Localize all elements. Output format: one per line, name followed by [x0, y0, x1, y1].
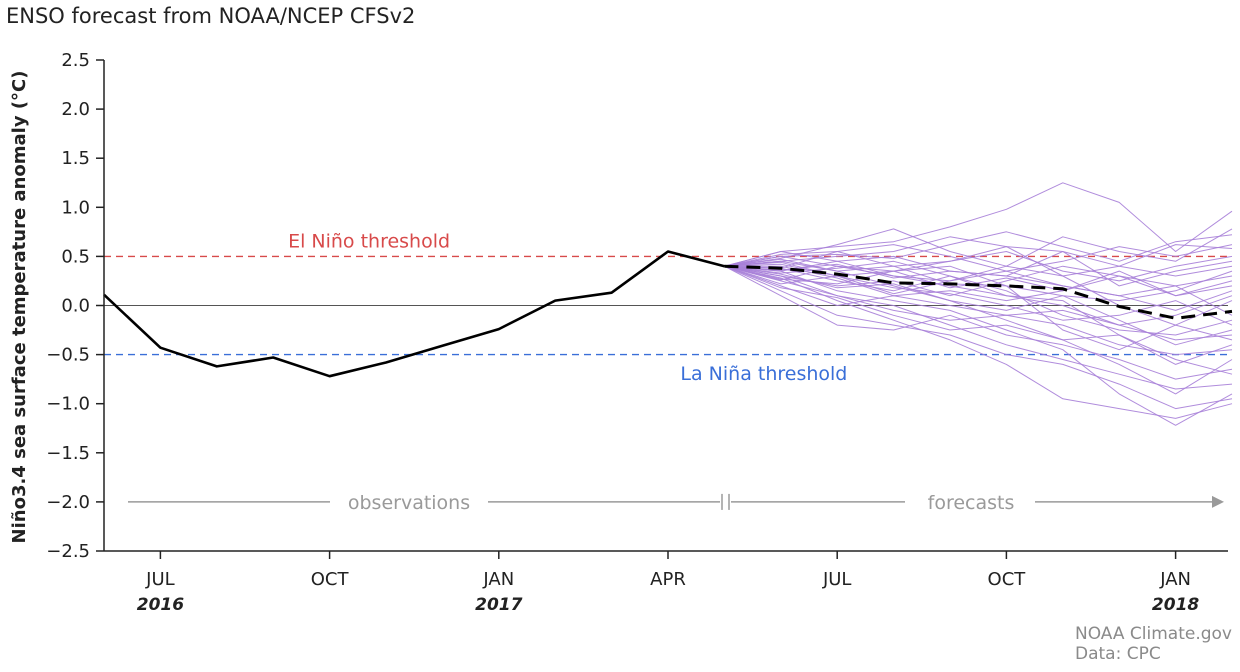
y-tick-label: 2.0: [61, 99, 90, 120]
observations-label: observations: [348, 492, 470, 514]
ensemble-member-line: [724, 251, 1233, 279]
forecast-mean-layer: [724, 264, 1233, 320]
ensemble-member-line: [724, 265, 1233, 311]
ensemble-members: [724, 182, 1233, 426]
x-tick-label: APR: [650, 569, 686, 590]
y-tick-label: 2.5: [61, 50, 90, 71]
x-year-label: 2017: [475, 595, 522, 615]
x-year-label: 2016: [137, 595, 184, 615]
credit-source: NOAA Climate.gov: [1074, 624, 1232, 644]
el-nino-threshold-label: El Niño threshold: [288, 231, 450, 253]
x-tick-label: JAN: [1159, 569, 1191, 590]
threshold-layer: El Niño threshold La Niña threshold: [104, 231, 1228, 385]
ensemble-member-line: [724, 265, 1233, 346]
y-tick-label: −1.5: [46, 443, 90, 464]
ensemble-member-line: [724, 265, 1233, 341]
y-tick-label: −0.5: [46, 345, 90, 366]
ensemble-member-line: [724, 265, 1233, 410]
axes: 2.5 2.0 1.5 1.0 0.5 0.0 −0.5 −1.0 −1.5 −2.0 −2.5 JU…: [46, 50, 1228, 615]
x-tick-label: JUL: [145, 569, 175, 590]
x-tick-label: JAN: [482, 569, 514, 590]
credit-data: Data: CPC: [1074, 644, 1161, 664]
x-tick-label: OCT: [988, 569, 1027, 590]
y-tick-label: −2.5: [46, 541, 90, 562]
y-tick-label: 0.0: [61, 296, 90, 317]
observed-line: [103, 250, 725, 378]
x-year-label: 2018: [1152, 595, 1199, 615]
x-tick-label: OCT: [311, 569, 350, 590]
y-tick-label: 1.5: [61, 148, 90, 169]
credit: NOAA Climate.gov Data: CPC: [1075, 624, 1232, 664]
observed-layer: [103, 250, 725, 378]
ensemble-member-line: [724, 265, 1233, 426]
ensemble-member-line: [724, 255, 1233, 326]
ensemble-member-line: [724, 231, 1233, 267]
ensemble-member-line: [724, 182, 1233, 267]
ensemble-member-line: [724, 265, 1233, 316]
ensemble-member-line: [724, 236, 1233, 277]
ensemble-member-line: [724, 261, 1233, 326]
y-tick-label: 1.0: [61, 197, 90, 218]
ensemble-member-line: [724, 228, 1233, 267]
forecasts-arrowhead: [1212, 495, 1224, 508]
period-annotation: observations forecasts: [128, 492, 1224, 514]
chart-title: ENSO forecast from NOAA/NCEP CFSv2: [6, 4, 416, 28]
ensemble-member-line: [724, 265, 1233, 390]
ensemble-member-line: [724, 265, 1233, 380]
y-axis-title: Niño3.4 sea surface temperature anomaly …: [9, 71, 30, 544]
y-tick-label: −1.0: [46, 394, 90, 415]
la-nina-threshold-label: La Niña threshold: [680, 363, 847, 385]
ensemble-member-line: [724, 265, 1233, 419]
forecasts-label: forecasts: [928, 492, 1015, 514]
ensemble-member-line: [724, 265, 1233, 297]
ensemble-member-line: [724, 246, 1233, 287]
y-tick-label: 0.5: [61, 246, 90, 267]
forecast-mean-line: [724, 264, 1233, 320]
y-tick-label: −2.0: [46, 492, 90, 513]
ensemble-member-line: [724, 260, 1233, 395]
x-tick-label: JUL: [822, 569, 852, 590]
ensemble-member-line: [724, 265, 1233, 375]
